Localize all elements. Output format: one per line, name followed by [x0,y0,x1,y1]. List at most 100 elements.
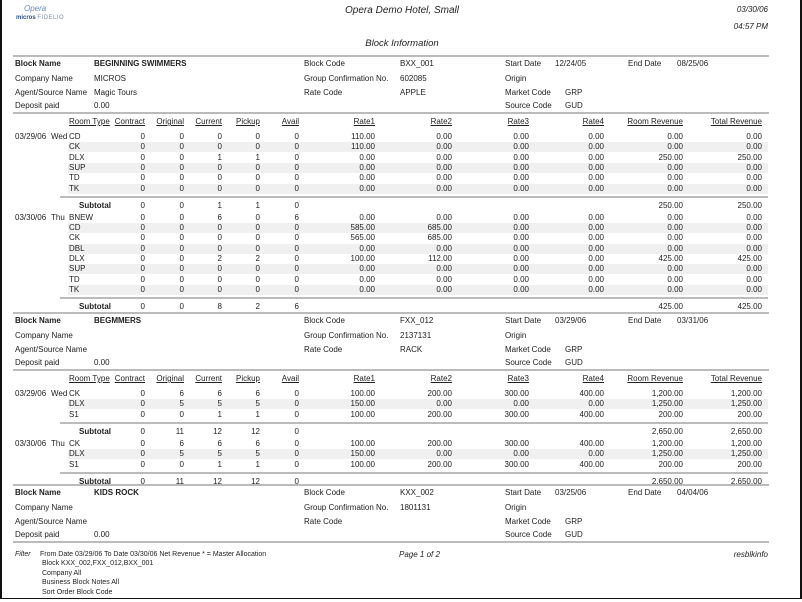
label-start_date: Start Date [505,59,542,68]
value-group_conf: 1801131 [400,503,431,512]
table-cell: 0 [179,284,184,294]
subtotal-cell: 425.00 [737,302,762,312]
table-cell: 0.00 [359,183,375,193]
subtotal-cell: 12 [251,476,260,486]
label-start_date: Start Date [505,488,542,497]
table-cell: 0 [140,162,145,172]
filter-line: Company All [42,569,82,577]
column-header: Current [195,117,222,126]
table-cell: 0.00 [436,449,452,459]
table-cell: 0 [294,173,299,183]
table-cell: 0.00 [667,162,683,172]
table-cell: 0.00 [513,399,529,409]
table-cell: 0.00 [667,173,683,183]
block-info-rule [13,112,769,114]
table-cell: 2 [255,254,260,263]
table-cell: 0 [217,183,222,193]
table-cell: 1 [255,409,260,419]
table-cell: 0 [140,233,145,243]
table-cell: 0 [179,183,184,193]
table-cell: 0.00 [436,243,452,253]
label-end_date: End Date [628,59,662,68]
table-cell: 400.00 [579,459,604,469]
table-cell: 1,200.00 [651,438,683,448]
subtotal-rule [60,195,768,198]
label-market_code: Market Code [505,517,551,526]
label-agent_source: Agent/Source Name [15,345,88,354]
subtotal-cell: 0 [140,476,145,486]
table-cell: 0.00 [746,284,762,294]
table-cell: 0.00 [746,142,762,152]
table-cell: 0 [294,132,299,141]
label-group_conf: Group Confirmation No. [304,503,389,512]
block-separator [13,55,769,57]
table-cell: 0.00 [359,243,375,253]
subtotal-label: Subtotal [79,302,111,312]
table-cell: 1,200.00 [730,438,762,448]
label-market_code: Market Code [505,345,551,354]
label-block_name: Block Name [15,316,61,325]
day-date: 03/30/06 [15,212,47,222]
table-cell: 0 [179,274,184,284]
table-cell: 0 [140,399,145,409]
subtotal-cell: 425.00 [658,302,683,312]
table-cell: 0 [140,173,145,183]
table-cell: 200.00 [427,389,452,398]
room-type: CK [69,438,81,448]
table-cell: 0 [294,254,299,263]
label-rate_code: Rate Code [304,88,343,97]
filter-label: Filter [15,551,31,558]
table-cell: 0.00 [513,212,529,222]
table-cell: 0 [179,152,184,162]
table-cell: 110.00 [351,132,375,141]
logo-sub: FIDELIO [37,15,65,21]
label-block_code: Block Code [304,316,345,325]
table-cell: 150.00 [350,449,375,459]
table-cell: 300.00 [504,438,529,448]
value-deposit_paid: 0.00 [94,358,110,367]
table-cell: 0 [217,142,222,152]
table-cell: 0 [217,173,222,183]
row-shade [68,449,768,460]
column-header: Avail [281,117,299,126]
table-cell: 1,250.00 [651,449,683,459]
table-cell: 0.00 [359,264,375,274]
table-cell: 0 [255,223,260,233]
subtotal-cell: 11 [175,426,184,436]
table-cell: 1,250.00 [651,399,683,409]
table-cell: 0.00 [359,212,375,222]
subtotal-cell: 2,650.00 [651,476,683,486]
subtotal-cell: 11 [175,476,184,486]
table-cell: 200.00 [658,459,683,469]
table-cell: 0.00 [513,152,529,162]
table-cell: 0.00 [588,212,604,222]
table-cell: 0.00 [667,132,683,141]
table-cell: 0.00 [513,284,529,294]
value-end_date: 08/25/06 [677,59,709,68]
label-end_date: End Date [628,316,662,325]
table-cell: 0 [140,274,145,284]
table-cell: 0.00 [746,223,762,233]
table-cell: 0.00 [436,183,452,193]
column-header: Original [156,374,184,383]
table-cell: 6 [179,438,184,448]
label-block_code: Block Code [304,488,345,497]
day-date: 03/30/06 [15,438,47,448]
table-cell: 1,250.00 [730,449,762,459]
table-cell: 0 [140,132,145,141]
subtotal-cell: 12 [213,476,222,486]
table-cell: 0.00 [513,132,529,141]
value-start_date: 03/29/06 [555,316,587,325]
subtotal-cell: 8 [217,302,222,312]
subtotal-cell: 12 [251,426,260,436]
table-cell: 0 [179,264,184,274]
table-cell: 0 [217,132,222,141]
table-cell: 0.00 [359,152,375,162]
room-type: S1 [69,409,79,419]
column-header: Rate3 [507,117,529,126]
table-cell: 0.00 [667,243,683,253]
table-cell: 0 [140,254,145,263]
report-date: 03/30/06 [736,5,768,14]
table-cell: 1 [217,152,222,162]
subtotal-cell: 1 [255,200,260,210]
